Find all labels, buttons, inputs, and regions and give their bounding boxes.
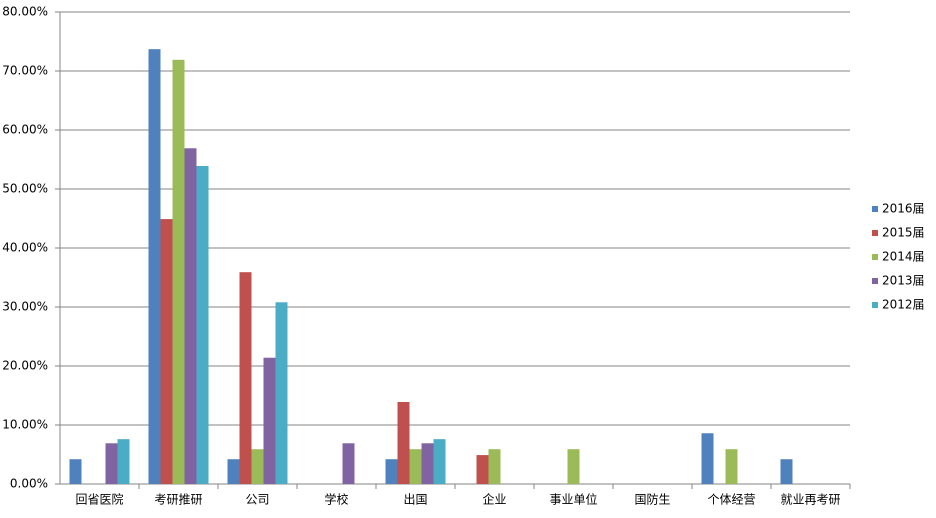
bar bbox=[117, 439, 130, 484]
bar bbox=[433, 439, 446, 484]
bar bbox=[342, 443, 355, 484]
x-tick-label: 个体经营 bbox=[707, 493, 755, 507]
bar bbox=[780, 459, 793, 484]
bar bbox=[275, 302, 288, 484]
bar bbox=[725, 449, 738, 484]
x-tick-label: 考研推研 bbox=[154, 493, 202, 507]
legend-label: 2013届 bbox=[882, 274, 925, 288]
legend-label: 2015届 bbox=[882, 226, 925, 240]
x-tick-label: 学校 bbox=[324, 492, 348, 507]
y-tick-label: 20.00% bbox=[2, 359, 48, 373]
bar bbox=[196, 165, 209, 485]
legend-label: 2012届 bbox=[882, 298, 925, 312]
bar bbox=[476, 455, 489, 484]
bar bbox=[409, 449, 422, 484]
bar bbox=[567, 449, 580, 484]
bar bbox=[488, 449, 501, 484]
bar bbox=[184, 148, 197, 485]
legend-swatch bbox=[872, 206, 878, 212]
y-tick-label: 0.00% bbox=[10, 477, 48, 491]
bar bbox=[227, 459, 240, 484]
legend-swatch bbox=[872, 230, 878, 236]
x-tick-label: 出国 bbox=[403, 493, 427, 507]
y-tick-label: 60.00% bbox=[2, 123, 48, 137]
x-tick-label: 国防生 bbox=[634, 492, 670, 507]
y-tick-label: 30.00% bbox=[2, 300, 48, 314]
legend-swatch bbox=[872, 302, 878, 308]
bar bbox=[251, 449, 264, 484]
y-tick-label: 10.00% bbox=[2, 418, 48, 432]
bar bbox=[172, 59, 185, 484]
x-tick-label: 回省医院 bbox=[75, 493, 123, 507]
y-tick-label: 70.00% bbox=[2, 64, 48, 78]
legend-label: 2014届 bbox=[882, 250, 925, 264]
x-tick-label: 事业单位 bbox=[549, 492, 597, 507]
y-tick-label: 50.00% bbox=[2, 182, 48, 196]
legend-label: 2016届 bbox=[882, 202, 925, 216]
x-tick-label: 公司 bbox=[245, 493, 269, 507]
bar bbox=[397, 401, 410, 484]
x-tick-label: 企业 bbox=[482, 492, 506, 507]
y-tick-label: 40.00% bbox=[2, 241, 48, 255]
bar bbox=[263, 357, 276, 484]
bar bbox=[421, 443, 434, 484]
y-tick-label: 80.00% bbox=[2, 5, 48, 19]
legend-swatch bbox=[872, 254, 878, 260]
bar bbox=[701, 433, 714, 484]
x-tick-label: 就业再考研 bbox=[780, 493, 840, 507]
legend-swatch bbox=[872, 278, 878, 284]
bar bbox=[69, 459, 82, 484]
bar bbox=[239, 272, 252, 484]
bar bbox=[105, 443, 118, 484]
bar bbox=[385, 459, 398, 484]
bar bbox=[148, 49, 161, 485]
bar bbox=[160, 219, 173, 484]
